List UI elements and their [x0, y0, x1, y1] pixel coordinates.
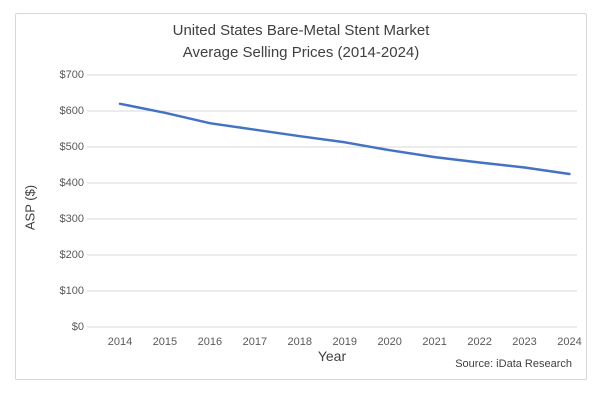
x-tick-label: 2019	[332, 336, 357, 348]
x-tick-label: 2017	[242, 336, 268, 348]
x-tick-label: 2018	[287, 336, 313, 348]
y-tick-label: $0	[71, 321, 84, 333]
x-axis-title: Year	[317, 348, 347, 364]
y-tick-label: $500	[59, 141, 84, 153]
x-tick-label: 2023	[512, 336, 537, 348]
x-tick-label: 2014	[107, 336, 133, 348]
chart-title-line2: Average Selling Prices (2014-2024)	[182, 44, 420, 61]
y-tick-label: $600	[59, 105, 84, 117]
x-tick-label: 2024	[557, 336, 582, 348]
x-tick-label: 2021	[422, 336, 447, 348]
x-tick-label: 2015	[152, 336, 178, 348]
x-tick-label: 2016	[197, 336, 223, 348]
asp-data-line	[118, 102, 571, 176]
y-tick-label: $300	[59, 213, 84, 225]
x-tick-label: 2022	[467, 336, 492, 348]
y-tick-label: $700	[59, 69, 84, 81]
y-tick-label: $100	[59, 285, 84, 297]
source-label: Source: iData Research	[455, 358, 572, 370]
line-chart: United States Bare-Metal Stent Market Av…	[15, 13, 587, 380]
chart-title: United States Bare-Metal Stent Market Av…	[16, 20, 586, 64]
chart-title-line1: United States Bare-Metal Stent Market	[172, 22, 430, 39]
y-tick-label: $200	[59, 249, 84, 261]
plot-area	[87, 74, 577, 328]
y-tick-label: $400	[59, 177, 84, 189]
x-tick-label: 2020	[377, 336, 402, 348]
